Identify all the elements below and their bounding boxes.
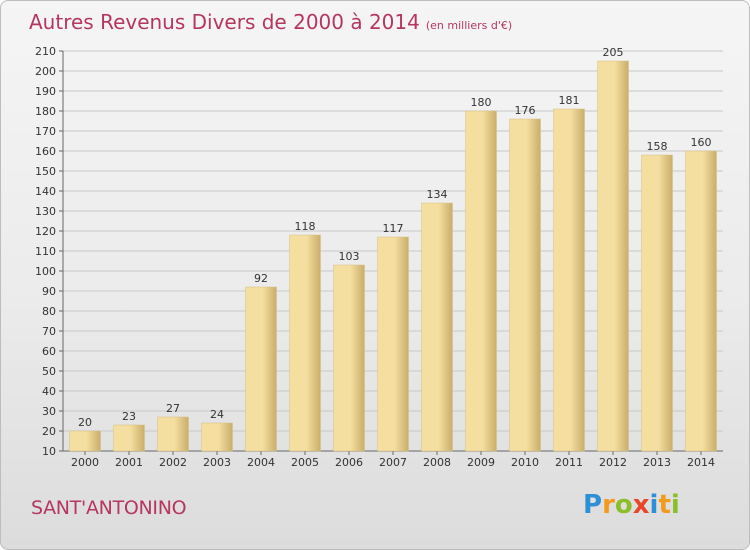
y-tick-label: 160 [35,145,56,158]
y-tick-label: 10 [42,445,56,458]
x-tick-label: 2003 [203,456,231,469]
x-tick-label: 2011 [555,456,583,469]
chart-title: Autres Revenus Divers de 2000 à 2014 (en … [29,10,512,34]
y-tick-label: 100 [35,265,56,278]
bar-value-label: 134 [427,188,448,201]
bars [69,60,717,452]
bar-value-label: 92 [254,272,268,285]
logo-letter: i [649,490,659,520]
proxiti-logo[interactable]: Proxiti [583,490,680,520]
bar [289,234,321,452]
bar-value-label: 158 [647,140,668,153]
bar [509,118,541,452]
y-tick-label: 190 [35,85,56,98]
y-tick-label: 130 [35,205,56,218]
y-tick-label: 80 [42,305,56,318]
bar [377,236,409,452]
bar-value-label: 160 [691,136,712,149]
y-tick-label: 170 [35,125,56,138]
x-tick-label: 2012 [599,456,627,469]
y-tick-label: 210 [35,45,56,58]
y-tick-label: 180 [35,105,56,118]
x-tick-label: 2008 [423,456,451,469]
y-tick-label: 20 [42,425,56,438]
bar [201,422,233,452]
logo-letter: o [614,490,633,520]
y-tick-label: 30 [42,405,56,418]
bar-value-label: 117 [383,222,404,235]
y-tick-label: 50 [42,365,56,378]
bar-value-label: 180 [471,96,492,109]
y-tick-label: 110 [35,245,56,258]
bar [333,264,365,452]
chart-title-text: Autres Revenus Divers de 2000 à 2014 [29,10,420,34]
x-tick-label: 2009 [467,456,495,469]
data-labels: 20 23 27 24 92 118 103 117 134 180 176 181 205 158 160 [78,46,712,429]
logo-letter: P [583,490,603,520]
logo-letter: x [632,490,650,520]
bar-value-label: 176 [515,104,536,117]
bar [421,202,453,452]
x-tick-label: 2010 [511,456,539,469]
y-tick-label: 60 [42,345,56,358]
x-tick-label: 2005 [291,456,319,469]
x-tick-label: 2002 [159,456,187,469]
bar-value-label: 23 [122,410,136,423]
y-tick-label: 150 [35,165,56,178]
y-tick-label: 120 [35,225,56,238]
logo-letter: i [670,490,680,520]
y-tick-label: 70 [42,325,56,338]
x-tick-label: 2013 [643,456,671,469]
x-tick-label: 2006 [335,456,363,469]
logo-letter: t [658,490,671,520]
y-tick-label: 40 [42,385,56,398]
bar-value-label: 24 [210,408,224,421]
x-tick-label: 2000 [71,456,99,469]
x-tick-label: 2001 [115,456,143,469]
x-tick-label: 2007 [379,456,407,469]
bar-value-label: 103 [339,250,360,263]
chart-subtitle: (en milliers d'€) [425,19,513,32]
bar [553,108,585,452]
bar-value-label: 20 [78,416,92,429]
bar-value-label: 27 [166,402,180,415]
y-tick-label: 90 [42,285,56,298]
x-tick-label: 2014 [687,456,715,469]
commune-name: SANT'ANTONINO [31,497,187,519]
bar [157,416,189,452]
bar [245,286,277,452]
bar [113,424,145,452]
bar [685,150,717,452]
bar [465,110,497,452]
bar-value-label: 118 [295,220,316,233]
bar-value-label: 181 [559,94,580,107]
bar [69,430,101,452]
bar-value-label: 205 [603,46,624,59]
x-tick-label: 2004 [247,456,275,469]
bar [597,60,629,452]
y-tick-label: 200 [35,65,56,78]
logo-letter: r [602,490,615,520]
bar [641,154,673,452]
y-tick-label: 140 [35,185,56,198]
